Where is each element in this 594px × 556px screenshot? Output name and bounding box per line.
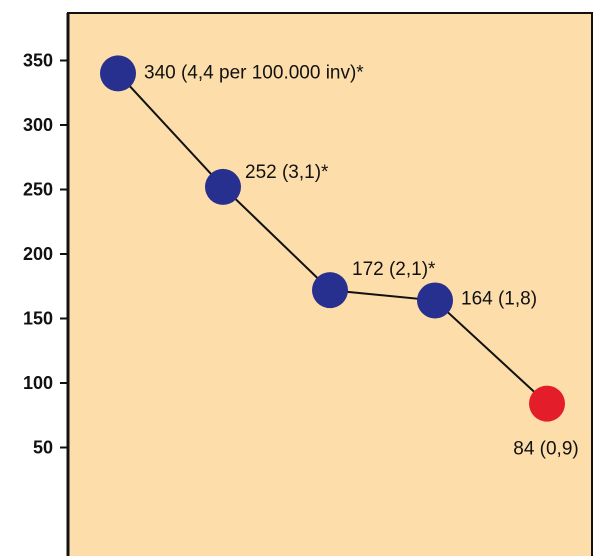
data-point xyxy=(529,385,565,422)
data-point xyxy=(417,282,453,319)
y-tick-label: 50 xyxy=(33,438,53,458)
y-tick-label: 100 xyxy=(23,373,53,393)
data-label: 164 (1,8) xyxy=(461,288,537,309)
y-axis-ticks: 50 100 150 200 250 300 350 xyxy=(23,51,69,458)
data-label: 172 (2,1)* xyxy=(352,259,436,280)
y-tick-label: 300 xyxy=(23,115,53,135)
y-tick-label: 350 xyxy=(23,51,53,71)
y-tick-label: 150 xyxy=(23,309,53,329)
data-label: 84 (0,9) xyxy=(513,439,578,460)
data-label: 340 (4,4 per 100.000 inv)* xyxy=(144,62,364,83)
y-tick-label: 200 xyxy=(23,244,53,264)
data-label: 252 (3,1)* xyxy=(245,162,329,183)
data-point xyxy=(205,168,241,205)
data-point xyxy=(100,55,136,92)
y-tick-label: 250 xyxy=(23,180,53,200)
data-labels: 340 (4,4 per 100.000 inv)* 252 (3,1)* 172 … xyxy=(144,62,579,459)
data-points xyxy=(100,55,565,422)
data-point xyxy=(312,272,348,309)
